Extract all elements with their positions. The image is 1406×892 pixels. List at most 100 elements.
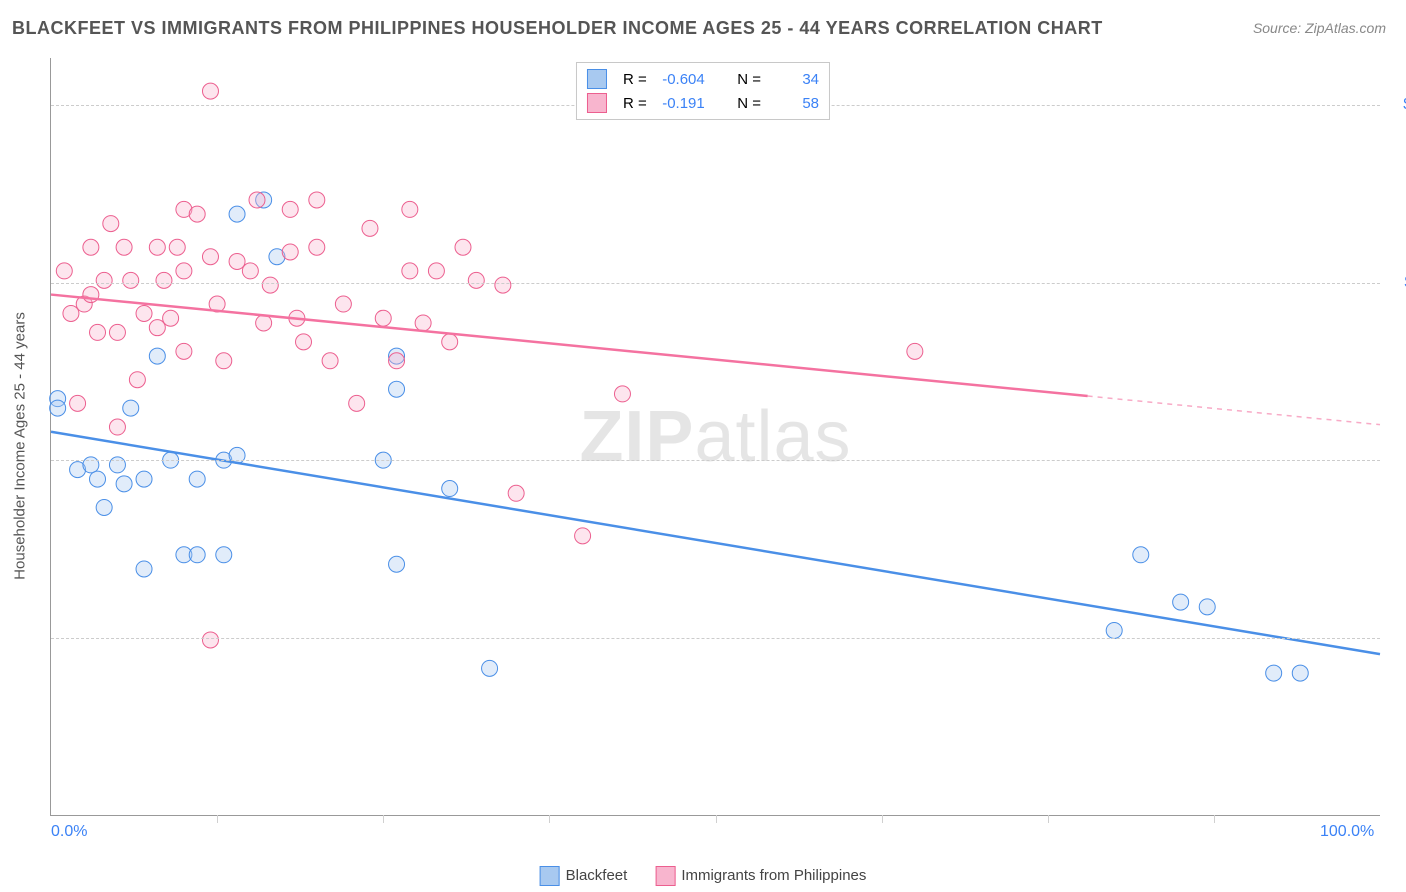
data-point [176, 263, 192, 279]
data-point [1266, 665, 1282, 681]
data-point [1133, 547, 1149, 563]
data-point [455, 239, 471, 255]
data-point [575, 528, 591, 544]
data-point [402, 201, 418, 217]
tick-v [716, 815, 717, 823]
data-point [389, 353, 405, 369]
trend-line [51, 295, 1088, 396]
data-point [256, 315, 272, 331]
n-value: 34 [771, 71, 819, 88]
data-point [282, 244, 298, 260]
y-tick-label: $150,000 [1390, 96, 1406, 114]
data-point [1292, 665, 1308, 681]
data-point [282, 201, 298, 217]
correlation-legend: R =-0.604 N =34R =-0.191 N =58 [576, 62, 830, 120]
source-label: Source: ZipAtlas.com [1253, 20, 1386, 36]
data-point [907, 343, 923, 359]
data-point [176, 343, 192, 359]
data-point [335, 296, 351, 312]
r-value: -0.604 [657, 71, 705, 88]
data-point [468, 272, 484, 288]
r-value: -0.191 [657, 95, 705, 112]
data-point [202, 249, 218, 265]
legend-swatch [587, 69, 607, 89]
chart-container: BLACKFEET VS IMMIGRANTS FROM PHILIPPINES… [0, 0, 1406, 892]
data-point [1106, 622, 1122, 638]
tick-v [1214, 815, 1215, 823]
data-point [109, 419, 125, 435]
n-label: N = [737, 71, 761, 88]
data-point [90, 471, 106, 487]
data-point [309, 192, 325, 208]
y-tick-label: $75,000 [1390, 451, 1406, 469]
data-point [216, 353, 232, 369]
data-point [262, 277, 278, 293]
y-axis-label: Householder Income Ages 25 - 44 years [12, 312, 29, 580]
data-point [149, 239, 165, 255]
data-point [90, 324, 106, 340]
legend-swatch [540, 866, 560, 886]
data-point [96, 499, 112, 515]
n-value: 58 [771, 95, 819, 112]
data-point [495, 277, 511, 293]
data-point [136, 561, 152, 577]
data-point [349, 395, 365, 411]
tick-v [882, 815, 883, 823]
data-point [202, 632, 218, 648]
data-point [242, 263, 258, 279]
data-point [415, 315, 431, 331]
trend-line-extrapolated [1088, 396, 1380, 425]
data-point [156, 272, 172, 288]
data-point [249, 192, 265, 208]
data-point [402, 263, 418, 279]
legend-label: Immigrants from Philippines [681, 867, 866, 884]
data-point [70, 395, 86, 411]
legend-item: Immigrants from Philippines [655, 866, 866, 886]
data-point [202, 83, 218, 99]
data-point [229, 253, 245, 269]
tick-v [217, 815, 218, 823]
tick-v [1048, 815, 1049, 823]
data-point [63, 305, 79, 321]
chart-title: BLACKFEET VS IMMIGRANTS FROM PHILIPPINES… [12, 18, 1103, 39]
data-point [322, 353, 338, 369]
data-point [96, 272, 112, 288]
data-point [56, 263, 72, 279]
data-point [389, 556, 405, 572]
data-point [136, 471, 152, 487]
x-tick-label: 0.0% [51, 823, 87, 841]
y-tick-label: $37,500 [1390, 629, 1406, 647]
tick-v [549, 815, 550, 823]
data-point [83, 239, 99, 255]
data-point [109, 324, 125, 340]
data-point [1173, 594, 1189, 610]
data-point [614, 386, 630, 402]
data-point [508, 485, 524, 501]
gridline-h [51, 638, 1380, 639]
gridline-h [51, 460, 1380, 461]
data-point [189, 547, 205, 563]
data-point [296, 334, 312, 350]
series-legend: Blackfeet Immigrants from Philippines [540, 866, 867, 886]
legend-row: R =-0.604 N =34 [587, 67, 819, 91]
legend-row: R =-0.191 N =58 [587, 91, 819, 115]
legend-swatch [655, 866, 675, 886]
data-point [216, 547, 232, 563]
data-point [123, 272, 139, 288]
plot-area: ZIPatlas $37,500$75,000$112,500$150,0000… [50, 58, 1380, 816]
r-label: R = [623, 95, 647, 112]
data-point [428, 263, 444, 279]
data-point [189, 206, 205, 222]
gridline-h [51, 283, 1380, 284]
data-point [103, 216, 119, 232]
data-point [1199, 599, 1215, 615]
data-point [482, 660, 498, 676]
data-point [163, 310, 179, 326]
data-point [442, 481, 458, 497]
data-point [309, 239, 325, 255]
data-point [442, 334, 458, 350]
legend-label: Blackfeet [566, 867, 628, 884]
data-point [129, 372, 145, 388]
legend-item: Blackfeet [540, 866, 628, 886]
data-point [169, 239, 185, 255]
